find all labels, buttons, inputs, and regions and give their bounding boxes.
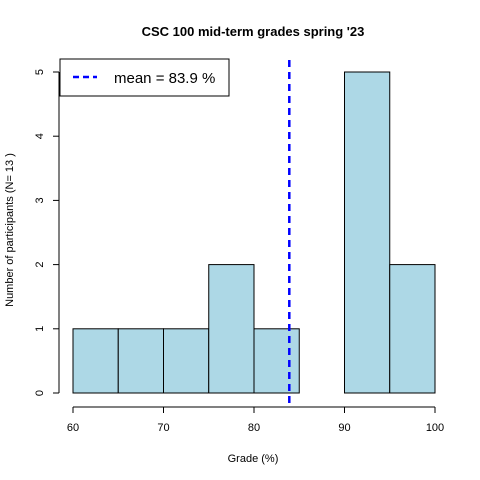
- histogram-bar-75-80: [208, 264, 255, 394]
- x-tick-label-60: 60: [67, 422, 79, 434]
- x-axis-label: Grade (%): [228, 453, 279, 465]
- y-tick-label-0: 0: [34, 390, 46, 396]
- legend-mean-label: mean = 83.9 %: [114, 70, 215, 87]
- y-tick-label-2: 2: [34, 262, 46, 268]
- y-tick-label-4: 4: [34, 133, 46, 139]
- y-axis-label: Number of participants (N= 13 ): [4, 153, 16, 307]
- x-tick-label-70: 70: [157, 422, 169, 434]
- y-tick-label-3: 3: [34, 197, 46, 203]
- x-tick-label-90: 90: [338, 422, 350, 434]
- histogram-bar-95-100: [389, 264, 436, 394]
- x-tick-label-100: 100: [426, 422, 444, 434]
- histogram-bar-90-95: [344, 71, 391, 394]
- histogram-bar-70-75: [163, 328, 210, 394]
- histogram-bar-65-70: [117, 328, 164, 394]
- legend: mean = 83.9 %: [59, 58, 230, 97]
- x-tick-label-80: 80: [248, 422, 260, 434]
- bars-group: [72, 71, 436, 394]
- histogram-bar-60-65: [72, 328, 119, 394]
- histogram-bar-80-85: [253, 328, 300, 394]
- y-tick-label-1: 1: [34, 326, 46, 332]
- chart-title: CSC 100 mid-term grades spring '23: [142, 24, 365, 39]
- y-tick-label-5: 5: [34, 69, 46, 75]
- x-axis: 60 70 80 90 100: [67, 406, 444, 434]
- y-axis: 0 1 2 3 4 5: [34, 69, 60, 396]
